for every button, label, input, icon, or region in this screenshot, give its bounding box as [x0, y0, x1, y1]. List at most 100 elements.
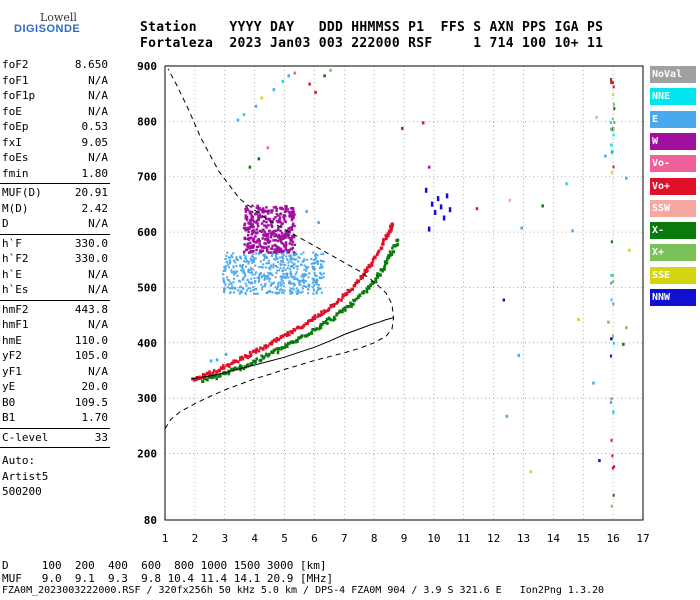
data-point-e: [226, 261, 229, 264]
data-point-x: [350, 305, 353, 309]
data-point-e: [296, 288, 299, 291]
data-point-scatter: [224, 352, 228, 356]
data-point-e: [251, 268, 254, 271]
param-row: hmF1 N/A: [0, 318, 110, 332]
data-point-e: [266, 277, 269, 280]
data-point-w: [262, 233, 265, 237]
data-point-e: [320, 291, 323, 294]
data-point-w: [270, 211, 273, 214]
data-point-x: [375, 274, 379, 278]
data-point-w: [254, 221, 258, 224]
x-tick-label: 1: [162, 532, 169, 545]
data-point-e: [268, 277, 271, 280]
data-point-w: [285, 249, 289, 252]
param-value: 105.0: [74, 349, 108, 362]
data-point-x: [318, 327, 321, 331]
data-point-vo: [264, 344, 268, 348]
data-point-x: [304, 334, 308, 338]
param-value: 8.650: [74, 58, 108, 71]
data-point-e: [282, 285, 285, 288]
data-point-e: [254, 257, 257, 260]
data-point-w: [256, 222, 259, 225]
param-name: yF1: [2, 364, 22, 378]
data-point-w: [290, 218, 294, 222]
data-point-w: [268, 240, 272, 243]
data-point-e: [291, 261, 294, 264]
param-row: h`F 330.0: [0, 237, 110, 251]
x-tick-label: 10: [427, 532, 440, 545]
data-point-e: [292, 282, 295, 285]
data-point-e: [260, 288, 263, 291]
data-point-scatter: [529, 470, 532, 474]
data-point-edge: [610, 240, 613, 244]
data-point-e: [278, 256, 281, 259]
param-row: foE N/A: [0, 105, 110, 119]
data-point-edge: [611, 273, 614, 277]
x-tick-label: 15: [577, 532, 590, 545]
data-point-x: [215, 377, 218, 381]
data-point-e: [290, 282, 293, 285]
param-name: h`F2: [2, 252, 29, 265]
param-value: 2.42: [81, 201, 109, 215]
data-point-edge: [612, 493, 615, 497]
data-point-e: [288, 289, 291, 292]
data-point-w: [288, 226, 292, 230]
data-point-vo: [208, 370, 211, 374]
x-tick-label: 14: [547, 532, 561, 545]
data-point-e: [320, 260, 323, 263]
data-point-edge: [609, 354, 612, 358]
param-row: foEs N/A: [0, 151, 110, 165]
data-point-w: [291, 212, 295, 215]
data-point-vo: [384, 234, 387, 238]
data-point-w: [284, 230, 288, 234]
data-point-vo: [204, 373, 207, 377]
data-point-e: [242, 260, 245, 263]
param-row: foEp 0.53: [0, 120, 110, 134]
data-point-w: [255, 228, 259, 231]
param-name: hmE: [2, 333, 22, 347]
data-point-e: [292, 264, 295, 267]
data-point-w: [250, 217, 253, 221]
data-point-e: [280, 278, 283, 281]
data-point-e: [310, 257, 313, 260]
data-point-vo: [363, 270, 367, 274]
data-point-e: [229, 260, 232, 263]
data-point-e: [246, 278, 249, 281]
data-point-w: [284, 236, 287, 239]
data-point-e: [224, 257, 227, 260]
data-point-e: [297, 260, 300, 263]
data-point-e: [282, 267, 285, 270]
data-point-w: [260, 215, 264, 219]
data-point-vo: [340, 298, 343, 302]
data-point-w: [275, 219, 279, 223]
data-point-w: [284, 248, 288, 251]
data-point-edge: [612, 93, 615, 97]
data-point-w: [270, 223, 273, 226]
data-point-scatter: [577, 317, 580, 321]
data-point-vo: [274, 339, 278, 343]
data-point-e: [229, 281, 232, 284]
data-point-e: [305, 269, 308, 272]
data-point-e: [268, 289, 271, 292]
data-point-e: [226, 286, 229, 289]
data-point-e: [251, 253, 254, 256]
data-point-edge: [612, 127, 615, 131]
data-point-w: [242, 250, 246, 254]
data-point-w: [261, 207, 265, 210]
x-tick-label: 6: [311, 532, 318, 545]
param-name: foF1p: [2, 89, 36, 102]
data-point-e: [251, 258, 254, 261]
data-point-e: [307, 292, 310, 295]
data-point-e: [252, 258, 255, 261]
data-point-vo: [311, 316, 315, 320]
data-point-x: [276, 351, 280, 355]
data-point-e: [263, 278, 266, 281]
data-point-w: [288, 249, 291, 253]
data-point-e: [242, 268, 245, 271]
data-point-e: [285, 276, 288, 279]
data-point-vo: [273, 338, 277, 342]
data-point-e: [293, 275, 296, 278]
data-point-e: [290, 290, 293, 293]
data-point-vo: [322, 311, 326, 315]
data-point-e: [228, 279, 231, 282]
